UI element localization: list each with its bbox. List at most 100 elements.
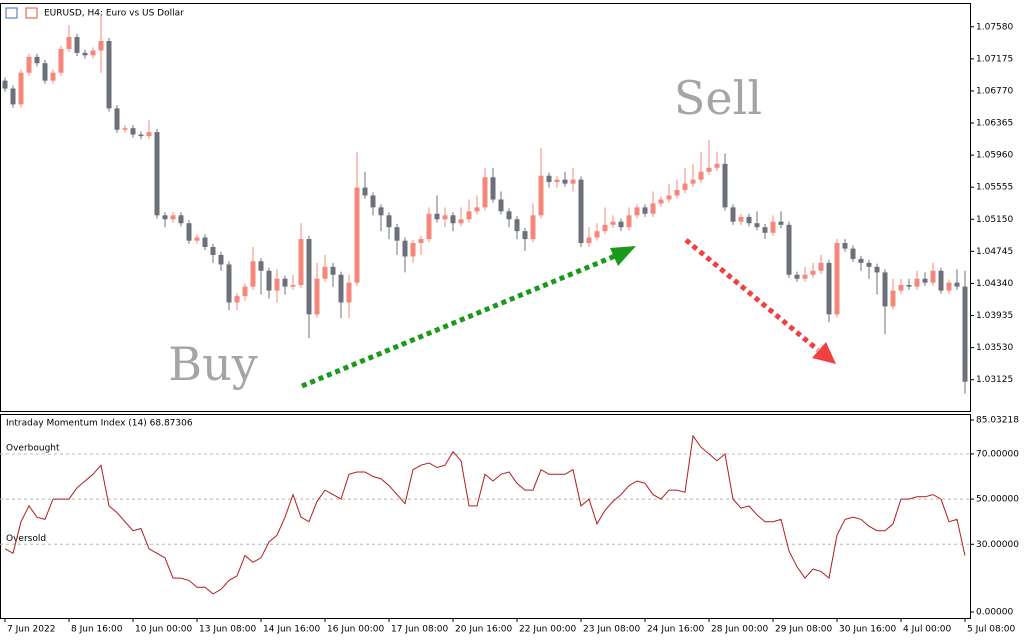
candle-body [954, 282, 960, 287]
candle-body [178, 215, 184, 224]
y-tick-label: 1.04745 [976, 247, 1013, 257]
indicator-line [4, 434, 966, 595]
y-tick-label: 1.07580 [976, 22, 1013, 32]
candle-body [266, 270, 272, 291]
y-tick-label: 30.00000 [976, 540, 1019, 550]
candle-body [810, 270, 816, 275]
x-tick-label: 20 Jun 16:00 [455, 625, 512, 635]
candle-body [610, 221, 616, 225]
candle-body [738, 216, 744, 222]
candle-body [410, 243, 416, 257]
candle-body [282, 278, 288, 287]
price-panel [0, 3, 971, 412]
candle-body [322, 266, 328, 279]
candle-body [762, 227, 768, 233]
candle-body [546, 175, 552, 183]
y-tick-label: 0.00000 [976, 608, 1013, 618]
candle-body [106, 41, 112, 109]
candle-body [578, 179, 584, 244]
candle-body [338, 274, 344, 303]
candle-body [250, 261, 256, 287]
x-tick-label: 10 Jun 00:00 [135, 625, 192, 635]
candle-body [458, 219, 464, 224]
candle-body [570, 179, 576, 184]
candle-body [826, 262, 832, 315]
candle-body [138, 134, 144, 137]
candle-body [242, 286, 248, 297]
chart-title: EURUSD, H4: Euro vs US Dollar [44, 9, 184, 19]
candle-body [650, 203, 656, 214]
candle-body [746, 216, 752, 224]
candle-body [130, 128, 136, 135]
candle-body [194, 237, 200, 241]
candle-body [538, 175, 544, 216]
candle-body [882, 272, 888, 307]
candle-body [930, 270, 936, 283]
candle-body [890, 290, 896, 307]
candle-body [530, 215, 536, 240]
candle-body [714, 163, 720, 168]
candle-body [418, 239, 424, 244]
x-tick-label: 28 Jun 00:00 [711, 625, 768, 635]
sell-arrow [684, 238, 820, 352]
candle-body [314, 278, 320, 315]
x-tick-label: 8 Jun 16:00 [71, 625, 123, 635]
candle-body [874, 266, 880, 273]
y-tick-label: 1.04340 [976, 279, 1013, 289]
candle-body [754, 223, 760, 228]
candle-body [290, 285, 296, 287]
x-tick-label: 13 Jun 08:00 [199, 625, 256, 635]
x-tick-label: 16 Jun 00:00 [327, 625, 384, 635]
annotation: Buy [168, 337, 257, 391]
candle-body [938, 270, 944, 291]
candle-body [146, 132, 152, 137]
candle-body [386, 215, 392, 228]
candle-body [426, 213, 432, 240]
candle-body [226, 264, 232, 303]
x-tick-label: 30 Jun 16:00 [839, 625, 896, 635]
candle-body [498, 199, 504, 212]
indicator-title: Intraday Momentum Index (14) 68.87306 [6, 419, 193, 429]
candle-body [274, 278, 280, 291]
candle-body [842, 243, 848, 249]
candle-body [674, 189, 680, 196]
candle-body [402, 240, 408, 257]
buy-arrow [301, 253, 616, 389]
candle-body [114, 108, 120, 130]
candle-body [306, 239, 312, 315]
candle-body [602, 224, 608, 232]
candle-body [690, 179, 696, 184]
candle-body [10, 88, 16, 105]
candle-body [698, 171, 704, 180]
candle-body [778, 221, 784, 225]
candle-body [370, 195, 376, 208]
candle-body [154, 132, 160, 216]
x-tick-label: 29 Jun 08:00 [775, 625, 832, 635]
candle-body [354, 187, 360, 283]
candle-body [818, 262, 824, 271]
candle-body [58, 48, 64, 73]
candle-body [914, 278, 920, 287]
x-tick-label: 5 Jul 08:00 [967, 625, 1016, 635]
candle-body [522, 231, 528, 240]
candle-body [794, 274, 800, 279]
candle-body [514, 219, 520, 232]
candle-body [946, 282, 952, 291]
candle-body [434, 213, 440, 220]
y-tick-label: 1.03125 [976, 375, 1013, 385]
candle-body [98, 41, 104, 51]
candle-body [18, 72, 24, 105]
x-tick-label: 17 Jun 08:00 [391, 625, 448, 635]
candle-body [66, 37, 72, 49]
candle-body [202, 237, 208, 248]
x-tick-label: 7 Jun 2022 [7, 625, 55, 635]
level-label: Oversold [6, 534, 46, 544]
candle-body [50, 72, 56, 81]
candle-body [482, 177, 488, 208]
candle-body [330, 266, 336, 275]
candle-body [634, 207, 640, 216]
candle-body [658, 199, 664, 204]
candle-body [962, 286, 968, 382]
y-tick-label: 1.06770 [976, 86, 1013, 96]
